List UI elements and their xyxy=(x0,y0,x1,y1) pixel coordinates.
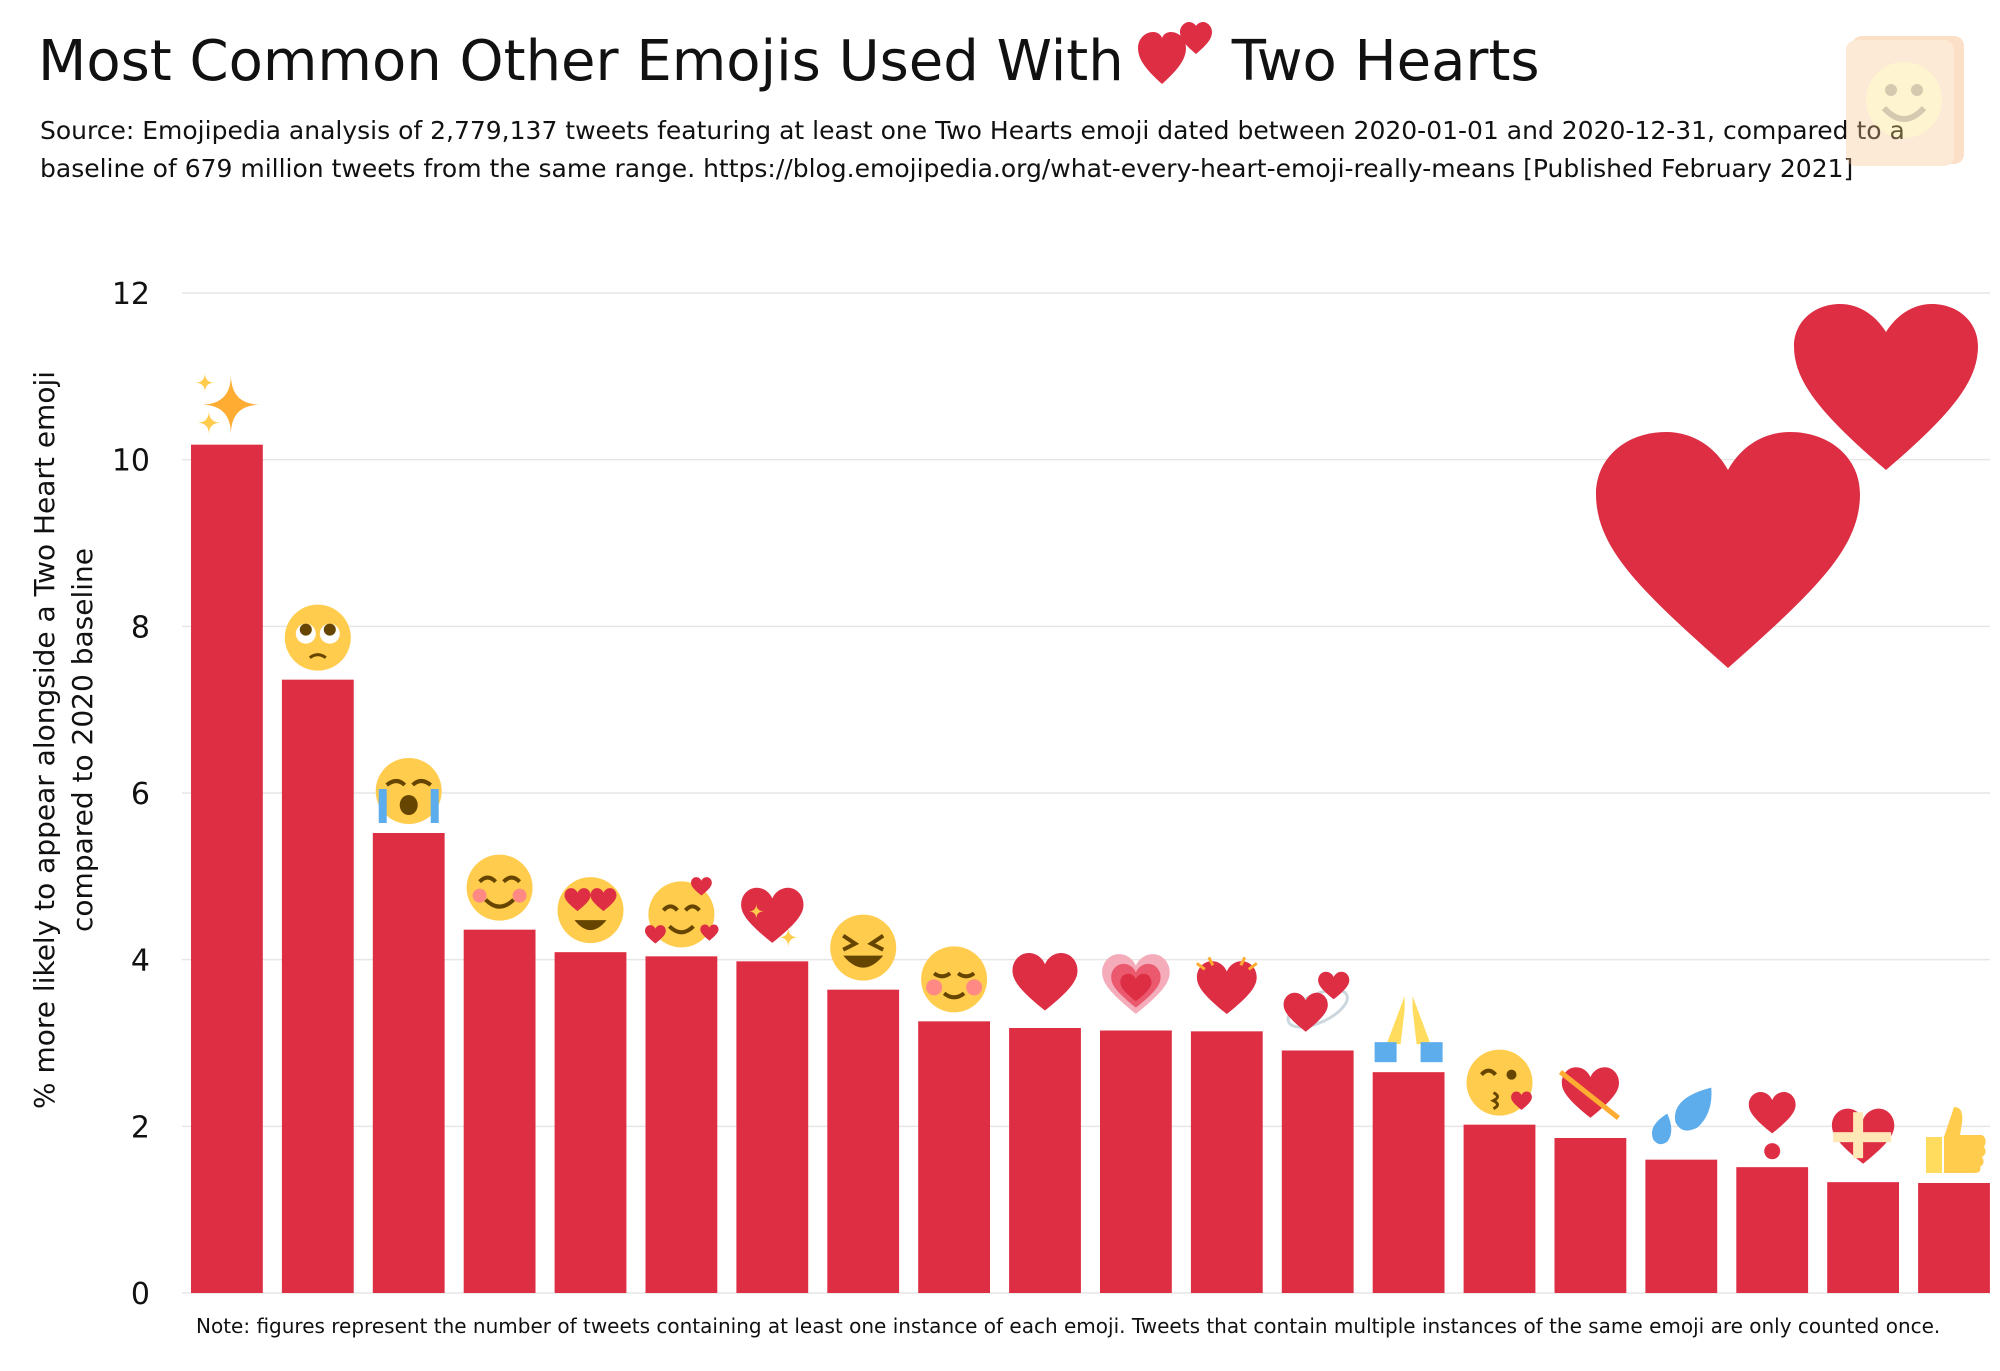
y-tick-label: 0 xyxy=(131,1277,150,1312)
pleading-face-icon xyxy=(284,604,351,671)
decorative-two-hearts-icon xyxy=(1596,304,1978,668)
bar xyxy=(645,956,718,1293)
y-axis-label-line2: compared to 2020 baseline xyxy=(66,548,99,932)
bar xyxy=(1281,1050,1354,1293)
bar xyxy=(191,444,263,1294)
smiling-face-with-hearts-icon xyxy=(645,877,719,948)
smiling-face-icon xyxy=(921,946,988,1013)
y-tick-label: 12 xyxy=(112,277,150,312)
bar xyxy=(827,989,900,1293)
sparkling-heart-icon xyxy=(741,887,804,948)
chart-title: Most Common Other Emojis Used With Two H… xyxy=(38,22,1540,97)
thumbs-up-icon xyxy=(1926,1107,1986,1173)
bar xyxy=(1463,1124,1536,1293)
y-tick-label: 6 xyxy=(131,777,150,812)
red-heart-icon xyxy=(1012,953,1078,1011)
title-text-after: Two Hearts xyxy=(1231,29,1540,94)
bar-icons xyxy=(194,372,1986,1173)
bar xyxy=(918,1021,991,1293)
bar xyxy=(1190,1031,1263,1293)
y-tick-label: 2 xyxy=(131,1110,150,1145)
bar xyxy=(736,961,809,1293)
bar xyxy=(554,952,627,1293)
gridlines xyxy=(182,292,1990,1294)
y-tick-label: 4 xyxy=(131,944,150,979)
y-axis-ticks: 0 2 4 6 8 10 12 xyxy=(112,277,150,1312)
bar xyxy=(1100,1030,1172,1293)
face-blowing-a-kiss-icon xyxy=(1466,1049,1533,1116)
heart-with-arrow-icon xyxy=(1558,1067,1620,1120)
y-axis-label-line1: % more likely to appear alongside a Two … xyxy=(28,371,61,1109)
bar xyxy=(1372,1072,1445,1293)
bar xyxy=(1736,1167,1809,1293)
heart-with-ribbon-icon xyxy=(1831,1108,1895,1164)
chart-subtitle: Source: Emojipedia analysis of 2,779,137… xyxy=(40,116,1905,183)
title-text-before: Most Common Other Emojis Used With xyxy=(38,29,1124,94)
sparkles-icon xyxy=(194,372,261,435)
emojipedia-book-logo-icon xyxy=(1846,36,1964,166)
bar xyxy=(1827,1182,1900,1293)
bar xyxy=(372,833,445,1293)
bar xyxy=(463,929,536,1293)
loudly-crying-face-icon xyxy=(375,758,442,824)
bar xyxy=(1009,1028,1081,1293)
revolving-hearts-icon xyxy=(1283,971,1350,1032)
growing-heart-icon xyxy=(1102,954,1170,1014)
bar xyxy=(1918,1183,1990,1293)
bar xyxy=(1554,1138,1627,1293)
y-tick-label: 10 xyxy=(112,444,150,479)
chart-note: Note: figures represent the number of tw… xyxy=(196,1314,1941,1338)
smiling-face-with-smiling-eyes-icon xyxy=(466,854,533,921)
heart-exclamation-icon xyxy=(1748,1091,1796,1160)
y-tick-label: 8 xyxy=(131,610,150,645)
grinning-squinting-face-icon xyxy=(830,914,897,981)
sweat-droplets-icon xyxy=(1651,1087,1712,1145)
smiling-face-with-heart-eyes-icon xyxy=(557,877,624,944)
folded-hands-icon xyxy=(1374,996,1443,1063)
beating-heart-icon xyxy=(1195,956,1258,1015)
two-hearts-icon xyxy=(1137,22,1212,84)
bar xyxy=(1645,1159,1718,1293)
bar xyxy=(281,679,354,1293)
bars xyxy=(191,444,1990,1294)
